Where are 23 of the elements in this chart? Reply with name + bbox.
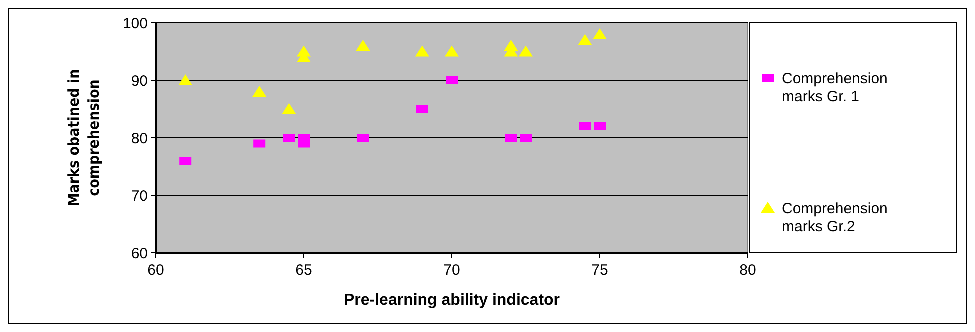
legend-label: Comprehension marks Gr.2 (782, 200, 888, 236)
y-tick-label: 60 (131, 245, 148, 262)
x-tick-label: 70 (444, 262, 460, 279)
point (519, 46, 533, 57)
x-tick-label: 65 (296, 262, 312, 279)
y-tick-label: 100 (122, 15, 148, 32)
point (415, 46, 430, 57)
x-tick-label: 75 (592, 262, 608, 279)
y-tick-label: 80 (131, 130, 148, 148)
point (252, 86, 267, 97)
point (356, 40, 370, 51)
x-tick-label: 60 (148, 262, 164, 279)
x-tick-label: 80 (740, 262, 756, 279)
point (178, 74, 193, 86)
point (593, 28, 607, 40)
point (445, 46, 459, 57)
legend-label: Comprehension marks Gr. 1 (782, 70, 888, 106)
point (282, 103, 296, 114)
x-axis-title: Pre-learning ability indicator (344, 292, 560, 309)
y-axis-title: Marks obatined in comprehension (65, 69, 103, 207)
y-tick-label: 70 (131, 188, 148, 205)
y-tick-label: 90 (131, 72, 148, 90)
point (578, 34, 592, 46)
